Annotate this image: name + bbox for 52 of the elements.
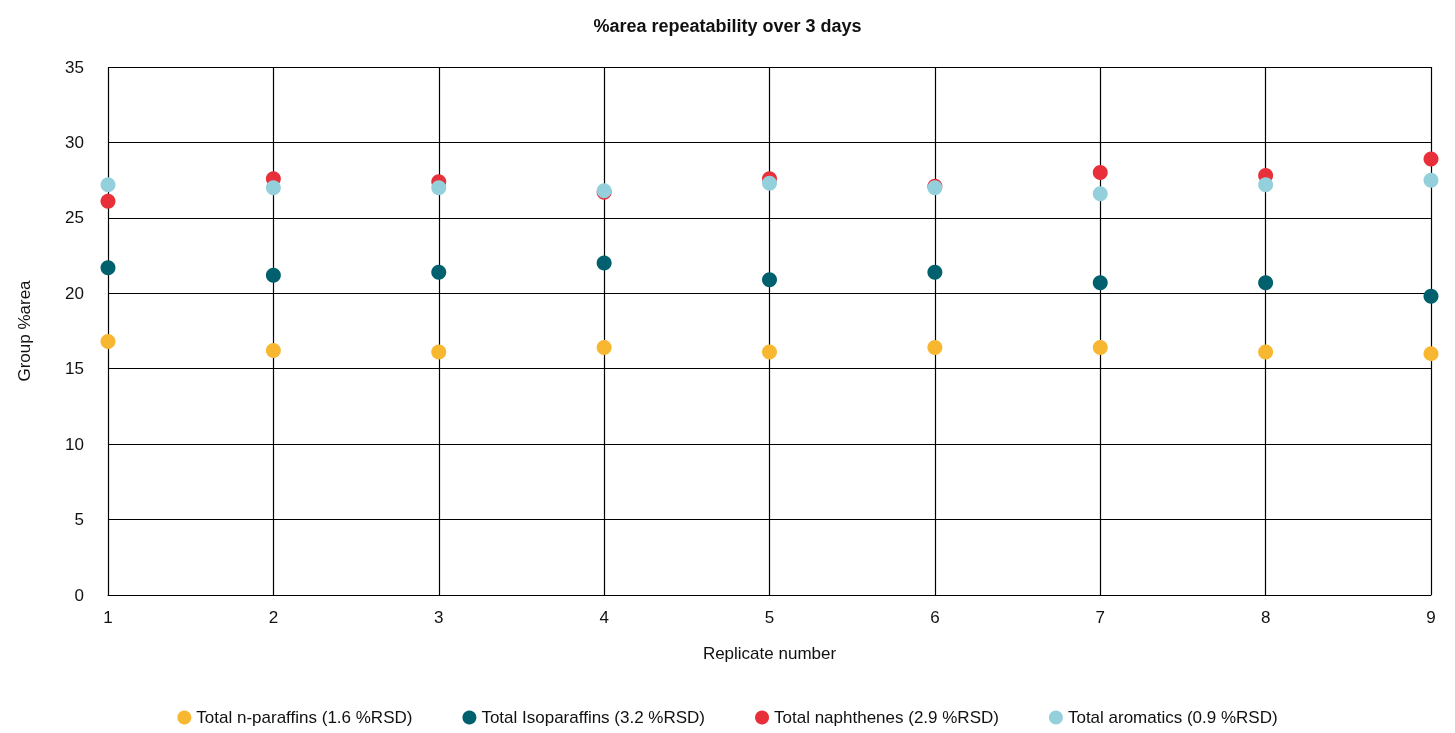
- point: [762, 344, 777, 360]
- y-tick-label: 35: [65, 57, 84, 77]
- x-tick-label: 1: [103, 608, 113, 627]
- point: [265, 343, 281, 359]
- point: [100, 334, 116, 350]
- point: [100, 260, 116, 276]
- x-tick-label: 5: [764, 608, 775, 627]
- point: [265, 267, 281, 283]
- x-tick-label: 8: [1260, 608, 1271, 627]
- x-axis-title: Replicate number: [702, 644, 837, 663]
- point: [1423, 288, 1439, 304]
- point: [431, 180, 447, 196]
- y-tick-label: 0: [74, 585, 84, 605]
- chart-title: %area repeatability over 3 days: [593, 16, 862, 36]
- point: [1258, 275, 1274, 291]
- y-tick-label: 25: [65, 208, 84, 228]
- y-tick-label: 20: [65, 283, 84, 303]
- point: [762, 272, 777, 288]
- point: [265, 180, 281, 196]
- x-tick-label: 2: [268, 608, 279, 627]
- point: [596, 340, 612, 356]
- y-tick-label: 30: [65, 132, 84, 152]
- point: [762, 175, 777, 191]
- point: [927, 340, 943, 356]
- legend-label: Total naphthenes (2.9 %RSD): [774, 708, 999, 727]
- y-tick-label: 10: [65, 434, 84, 454]
- point: [1092, 186, 1108, 202]
- legend-label: Total Isoparaffins (3.2 %RSD): [481, 708, 706, 727]
- point: [431, 344, 447, 360]
- x-tick-label: 3: [434, 608, 444, 627]
- point: [100, 193, 116, 209]
- point: [596, 255, 612, 271]
- point: [1092, 275, 1108, 291]
- y-tick-label: 15: [65, 359, 84, 379]
- point: [927, 264, 943, 280]
- x-tick-label: 7: [1095, 608, 1105, 627]
- point: [1423, 172, 1439, 188]
- point: [100, 177, 116, 193]
- point: [1258, 344, 1274, 360]
- y-tick-label: 5: [74, 510, 84, 530]
- point: [431, 264, 447, 280]
- legend-label: Total n-paraffins (1.6 %RSD): [196, 708, 413, 727]
- legend-label: Total aromatics (0.9 %RSD): [1067, 708, 1278, 727]
- y-axis-title: Group %area: [15, 279, 34, 382]
- x-tick-label: 9: [1426, 608, 1436, 627]
- x-tick-label: 6: [930, 608, 940, 627]
- point: [1092, 165, 1108, 181]
- point: [1092, 340, 1108, 356]
- point: [1423, 346, 1439, 362]
- x-tick-label: 4: [599, 608, 609, 627]
- point: [1423, 151, 1439, 167]
- point: [1258, 177, 1274, 193]
